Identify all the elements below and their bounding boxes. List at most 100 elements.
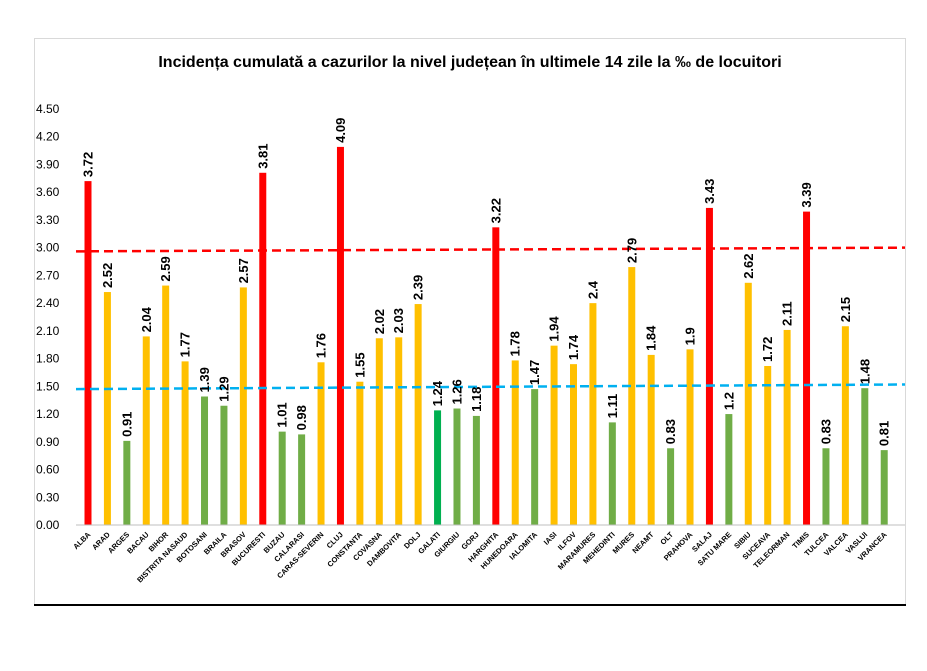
data-label: 2.52 — [100, 263, 115, 288]
y-tick-label: 1.50 — [36, 379, 60, 393]
data-label: 2.4 — [585, 280, 600, 299]
y-tick-label: 4.20 — [36, 130, 60, 144]
bar — [142, 336, 150, 525]
bar — [434, 410, 442, 525]
reference-lines — [75, 246, 906, 391]
data-label: 1.76 — [314, 333, 329, 358]
data-label: 1.2 — [721, 392, 736, 410]
data-label: 2.11 — [780, 301, 795, 326]
y-tick-label: 3.00 — [36, 241, 60, 255]
bar — [647, 354, 655, 525]
bar — [336, 146, 344, 525]
x-tick-label: BACAU — [125, 530, 151, 556]
data-label: 1.94 — [547, 316, 562, 342]
bar — [511, 360, 519, 525]
x-tick-label: ALBA — [71, 530, 93, 552]
y-tick-label: 0.60 — [36, 463, 60, 477]
bar — [686, 349, 694, 525]
bar — [705, 207, 713, 525]
y-tick-label: 2.70 — [36, 268, 60, 282]
data-label: 3.43 — [702, 179, 717, 204]
y-tick-label: 3.90 — [36, 157, 60, 171]
bar — [298, 434, 306, 525]
data-label: 2.39 — [411, 275, 426, 300]
bar — [259, 172, 267, 525]
bar — [220, 405, 228, 525]
bar — [880, 450, 888, 525]
bar — [414, 304, 422, 525]
bar — [764, 365, 772, 525]
data-label: 1.77 — [178, 332, 193, 357]
data-label: 1.26 — [449, 379, 464, 404]
data-label: 0.81 — [877, 421, 892, 446]
data-label: 2.57 — [236, 258, 251, 283]
data-label: 1.24 — [430, 380, 445, 406]
data-label: 0.91 — [119, 412, 134, 437]
bar — [492, 227, 500, 525]
data-label: 1.39 — [197, 367, 212, 392]
reference-line — [75, 246, 906, 253]
y-tick-label: 0.90 — [36, 435, 60, 449]
bar — [628, 267, 636, 525]
bar — [667, 448, 675, 525]
y-tick-label: 1.20 — [36, 407, 60, 421]
data-label: 2.02 — [372, 309, 387, 334]
bar — [783, 329, 791, 525]
data-label: 3.39 — [799, 182, 814, 207]
bar — [531, 389, 539, 525]
data-label: 1.48 — [857, 359, 872, 384]
bar — [356, 381, 364, 525]
y-tick-label: 3.30 — [36, 213, 60, 227]
bar — [472, 415, 480, 525]
data-label: 1.78 — [508, 331, 523, 356]
data-label: 4.09 — [333, 118, 348, 143]
data-label: 2.15 — [838, 297, 853, 322]
data-label: 0.83 — [663, 419, 678, 444]
bar — [317, 362, 325, 525]
data-label: 0.98 — [294, 405, 309, 430]
y-tick-label: 4.50 — [36, 102, 60, 116]
y-tick-label: 0.00 — [36, 518, 60, 532]
data-label: 2.04 — [139, 306, 154, 332]
bar — [453, 408, 461, 525]
y-tick-label: 0.30 — [36, 490, 60, 504]
y-tick-label: 3.60 — [36, 185, 60, 199]
data-labels: 3.72 2.52 0.91 2.04 2.59 1.77 1.39 1.29 2.57 3.81… — [81, 118, 892, 447]
data-label: 1.47 — [527, 360, 542, 385]
bar — [181, 361, 189, 525]
bar — [123, 440, 131, 525]
x-tick-label: NEAMT — [630, 530, 656, 556]
y-tick-label: 2.40 — [36, 296, 60, 310]
chart-title: Incidența cumulată a cazurilor la nivel … — [158, 54, 781, 71]
bar — [841, 326, 849, 525]
data-label: 2.03 — [391, 308, 406, 333]
data-label: 1.72 — [760, 337, 775, 362]
bar — [395, 337, 403, 525]
data-label: 1.29 — [216, 376, 231, 401]
bar — [744, 282, 752, 525]
bar — [570, 364, 577, 525]
bar — [375, 338, 383, 525]
data-label: 1.55 — [352, 352, 367, 377]
data-label: 0.83 — [818, 419, 833, 444]
bar — [239, 287, 247, 525]
bar — [278, 431, 286, 525]
data-label: 1.9 — [683, 327, 698, 345]
data-label: 1.84 — [644, 325, 659, 351]
bar — [803, 211, 811, 525]
bar — [861, 388, 869, 525]
data-label: 1.74 — [566, 334, 581, 360]
data-label: 2.62 — [741, 253, 756, 278]
bar — [84, 181, 92, 525]
bottom-rule — [34, 604, 906, 606]
reference-line — [75, 383, 906, 391]
data-label: 2.79 — [624, 238, 639, 263]
bar — [589, 303, 597, 525]
data-label: 3.72 — [81, 152, 96, 177]
bar — [201, 396, 209, 525]
y-tick-label: 1.80 — [36, 352, 60, 366]
bar — [822, 448, 830, 525]
data-label: 1.11 — [605, 394, 620, 419]
